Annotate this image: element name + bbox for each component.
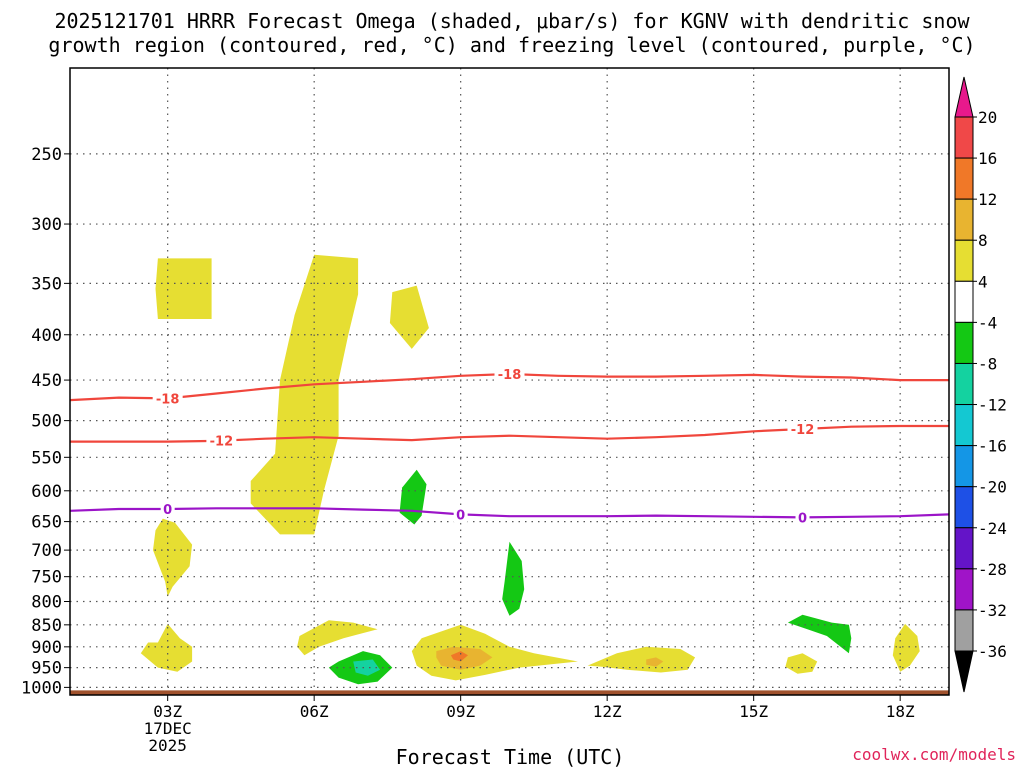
contour-label-bg xyxy=(206,432,237,449)
x-tick-year: 2025 xyxy=(148,736,187,755)
contour-label: -12 xyxy=(791,423,815,438)
y-tick-label: 900 xyxy=(31,638,62,658)
plot-area: -18 -18 -12 -12 0 0 0 250 300 350 400 450 500 550 600 6… xyxy=(21,67,950,755)
colorbar-label: -4 xyxy=(978,313,997,332)
plot-border xyxy=(69,67,950,696)
x-tick-label: 06Z xyxy=(300,702,329,721)
contour-label-bg xyxy=(160,500,175,517)
contour-label-bg xyxy=(453,506,468,523)
omega-region xyxy=(450,651,468,662)
x-tick-label: 18Z xyxy=(886,702,915,721)
chart-title-line1: 2025121701 HRRR Forecast Omega (shaded, … xyxy=(54,9,970,33)
omega-region xyxy=(787,614,852,654)
y-tick-label: 1000 xyxy=(21,678,62,698)
colorbar-bin xyxy=(954,321,974,364)
colorbar-bin xyxy=(954,609,974,652)
colorbar-bin xyxy=(954,404,974,447)
contour-label: -18 xyxy=(156,392,180,407)
colorbar-label: -20 xyxy=(978,478,1007,497)
colorbar-bin xyxy=(954,445,974,488)
y-tick-label: 400 xyxy=(31,326,62,346)
y-tick-label: 350 xyxy=(31,274,62,294)
y-tick-label: 450 xyxy=(31,371,62,391)
colorbar: 20 16 12 8 4 -4 -8 -12 -16 -20 -24 -28 -32 -36 xyxy=(954,76,1007,693)
colorbar-label: -24 xyxy=(978,519,1007,538)
contour-label-bg xyxy=(494,366,525,383)
y-tick-label: 650 xyxy=(31,513,62,533)
colorbar-bin xyxy=(954,362,974,406)
colorbar-label: 16 xyxy=(978,149,997,168)
x-tick-label: 03Z xyxy=(153,702,182,721)
omega-region xyxy=(502,541,525,616)
omega-region xyxy=(389,285,429,349)
y-tick-label: 500 xyxy=(31,412,62,432)
colorbar-label: 20 xyxy=(978,108,997,127)
contour-label-bg xyxy=(152,390,183,407)
x-tick-date: 17DEC xyxy=(144,719,192,738)
y-tick-label: 700 xyxy=(31,541,62,561)
omega-region xyxy=(587,646,696,673)
omega-region xyxy=(353,659,381,676)
colorbar-label: 12 xyxy=(978,190,997,209)
colorbar-bin xyxy=(954,486,974,529)
colorbar-bin xyxy=(954,527,974,570)
x-tick-label: 09Z xyxy=(446,702,475,721)
contour-label: 0 xyxy=(456,508,465,523)
colorbar-label: -8 xyxy=(978,354,997,373)
colorbar-bin xyxy=(954,239,974,282)
colorbar-bin xyxy=(954,198,974,241)
omega-region xyxy=(140,623,193,672)
ground-fill xyxy=(70,690,949,695)
colorbar-bottom-arrow xyxy=(954,650,974,693)
colorbar-label: -36 xyxy=(978,642,1007,661)
chart-title-line2: growth region (contoured, red, °C) and f… xyxy=(48,33,975,57)
y-tick-label: 800 xyxy=(31,593,62,613)
contour-label: -12 xyxy=(210,435,234,450)
y-tick-label: 600 xyxy=(31,482,62,502)
y-tick-label: 850 xyxy=(31,616,62,636)
colorbar-top-arrow xyxy=(954,76,974,118)
colorbar-bin xyxy=(954,280,974,323)
omega-region xyxy=(892,623,920,672)
x-tick-label: 15Z xyxy=(739,702,768,721)
contour-label: 0 xyxy=(798,511,807,526)
y-tick-label: 550 xyxy=(31,448,62,468)
y-tick-label: 950 xyxy=(31,659,62,679)
x-tick-label: 12Z xyxy=(593,702,622,721)
y-tick-label: 750 xyxy=(31,568,62,588)
colorbar-label: 4 xyxy=(978,272,988,291)
contour-label-bg xyxy=(795,509,810,526)
omega-region xyxy=(153,518,193,597)
colorbar-label: -32 xyxy=(978,601,1007,620)
omega-region xyxy=(155,258,212,319)
contour-label: 0 xyxy=(163,503,172,518)
colorbar-bin xyxy=(954,568,974,611)
x-axis-label: Forecast Time (UTC) xyxy=(396,745,625,768)
colorbar-bin xyxy=(954,157,974,200)
colorbar-label: -28 xyxy=(978,560,1007,579)
contour-label-bg xyxy=(787,421,818,438)
credit-text: coolwx.com/models xyxy=(852,745,1016,764)
y-tick-label: 300 xyxy=(31,215,62,235)
colorbar-bin xyxy=(954,116,974,159)
colorbar-label: 8 xyxy=(978,231,988,250)
y-tick-label: 250 xyxy=(31,145,62,165)
colorbar-label: -12 xyxy=(978,396,1007,415)
omega-region xyxy=(250,254,359,535)
omega-region xyxy=(646,657,664,667)
contour-label: -18 xyxy=(498,368,522,383)
colorbar-label: -16 xyxy=(978,437,1007,456)
omega-region xyxy=(785,653,818,674)
